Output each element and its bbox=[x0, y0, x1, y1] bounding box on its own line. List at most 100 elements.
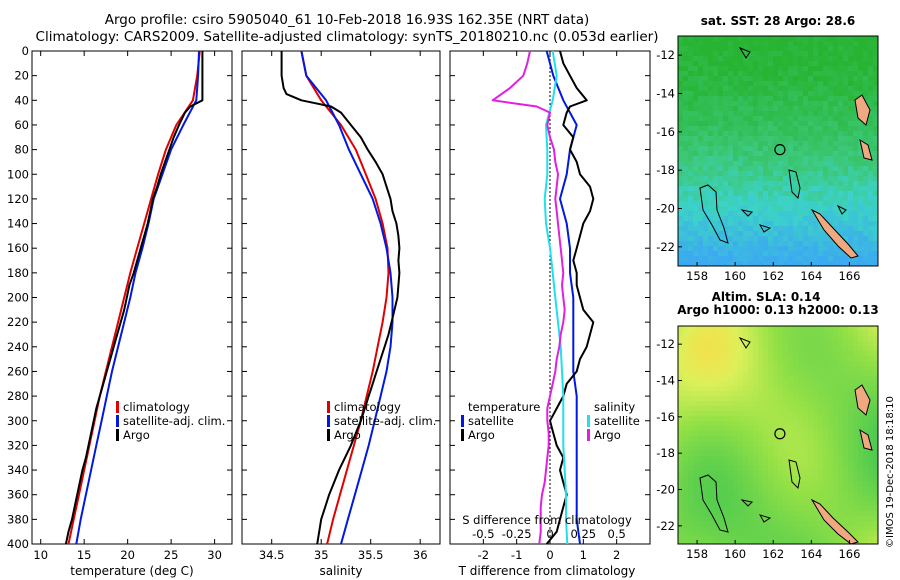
sst-cell bbox=[848, 121, 853, 126]
sla-cell bbox=[693, 511, 698, 516]
sst-cell bbox=[873, 221, 878, 226]
sla-cell bbox=[833, 331, 838, 336]
sst-cell bbox=[818, 51, 823, 56]
sla-cell bbox=[773, 466, 778, 471]
sla-cell bbox=[793, 351, 798, 356]
sst-cell bbox=[793, 116, 798, 121]
sst-cell bbox=[693, 106, 698, 111]
sla-cell bbox=[868, 521, 873, 526]
sst-cell bbox=[703, 111, 708, 116]
sla-cell bbox=[793, 456, 798, 461]
sla-cell bbox=[788, 431, 793, 436]
sla-cell bbox=[828, 541, 833, 544]
sst-cell bbox=[678, 86, 683, 91]
sla-cell bbox=[803, 481, 808, 486]
sla-cell bbox=[803, 351, 808, 356]
sst-cell bbox=[783, 66, 788, 71]
sst-cell bbox=[748, 166, 753, 171]
sla-cell bbox=[698, 336, 703, 341]
depth-tick-label: 280 bbox=[7, 389, 29, 403]
sla-cell bbox=[788, 516, 793, 521]
sst-cell bbox=[763, 81, 768, 86]
sla-cell bbox=[688, 466, 693, 471]
sla-cell bbox=[783, 436, 788, 441]
sst-cell bbox=[733, 116, 738, 121]
sla-cell bbox=[678, 346, 683, 351]
sla-cell bbox=[788, 486, 793, 491]
sla-cell bbox=[788, 456, 793, 461]
sst-cell bbox=[733, 191, 738, 196]
sst-cell bbox=[718, 221, 723, 226]
sla-cell bbox=[828, 371, 833, 376]
sla-cell bbox=[693, 536, 698, 541]
sla-cell bbox=[718, 501, 723, 506]
sst-cell bbox=[763, 106, 768, 111]
sst-cell bbox=[723, 166, 728, 171]
sla-cell bbox=[853, 411, 858, 416]
sla-cell bbox=[698, 516, 703, 521]
sst-cell bbox=[843, 96, 848, 101]
sla-cell bbox=[698, 436, 703, 441]
sst-cell bbox=[818, 226, 823, 231]
sla-cell bbox=[858, 471, 863, 476]
sst-cell bbox=[843, 121, 848, 126]
sla-cell bbox=[768, 476, 773, 481]
sst-cell bbox=[738, 146, 743, 151]
sst-cell bbox=[728, 156, 733, 161]
sla-cell bbox=[703, 486, 708, 491]
sla-cell bbox=[773, 441, 778, 446]
sst-cell bbox=[838, 106, 843, 111]
sst-cell bbox=[708, 116, 713, 121]
sla-cell bbox=[718, 466, 723, 471]
sst-cell bbox=[693, 36, 698, 41]
sst-cell bbox=[768, 56, 773, 61]
sla-cell bbox=[778, 451, 783, 456]
sla-cell bbox=[708, 421, 713, 426]
sla-cell bbox=[858, 461, 863, 466]
sst-cell bbox=[873, 116, 878, 121]
sla-cell bbox=[738, 481, 743, 486]
sla-cell bbox=[843, 381, 848, 386]
sst-cell bbox=[713, 201, 718, 206]
sst-cell bbox=[748, 156, 753, 161]
sst-cell bbox=[733, 226, 738, 231]
sst-cell bbox=[748, 196, 753, 201]
sst-cell bbox=[863, 41, 868, 46]
sst-cell bbox=[683, 41, 688, 46]
sst-cell bbox=[743, 141, 748, 146]
sst-cell bbox=[703, 81, 708, 86]
sst-cell bbox=[733, 246, 738, 251]
sla-cell bbox=[728, 481, 733, 486]
sst-cell bbox=[698, 236, 703, 241]
sla-cell bbox=[728, 351, 733, 356]
sla-cell bbox=[773, 361, 778, 366]
sla-cell bbox=[693, 461, 698, 466]
sst-cell bbox=[778, 191, 783, 196]
sla-cell bbox=[773, 461, 778, 466]
sla-cell bbox=[838, 441, 843, 446]
sla-cell bbox=[738, 486, 743, 491]
sla-cell bbox=[768, 421, 773, 426]
sla-cell bbox=[813, 326, 818, 331]
sst-cell bbox=[798, 156, 803, 161]
sla-cell bbox=[788, 406, 793, 411]
sst-cell bbox=[708, 196, 713, 201]
sla-cell bbox=[873, 491, 878, 496]
sla-cell bbox=[783, 441, 788, 446]
sla-cell bbox=[838, 341, 843, 346]
sla-cell bbox=[843, 451, 848, 456]
sst-cell bbox=[843, 186, 848, 191]
sst-cell bbox=[678, 126, 683, 131]
sla-cell bbox=[803, 461, 808, 466]
sst-cell bbox=[803, 151, 808, 156]
sst-cell bbox=[768, 166, 773, 171]
sst-cell bbox=[793, 41, 798, 46]
sla-cell bbox=[753, 526, 758, 531]
sla-cell bbox=[708, 521, 713, 526]
sst-cell bbox=[818, 96, 823, 101]
sla-cell bbox=[723, 371, 728, 376]
sst-cell bbox=[718, 246, 723, 251]
sst-cell bbox=[863, 216, 868, 221]
sst-cell bbox=[833, 161, 838, 166]
